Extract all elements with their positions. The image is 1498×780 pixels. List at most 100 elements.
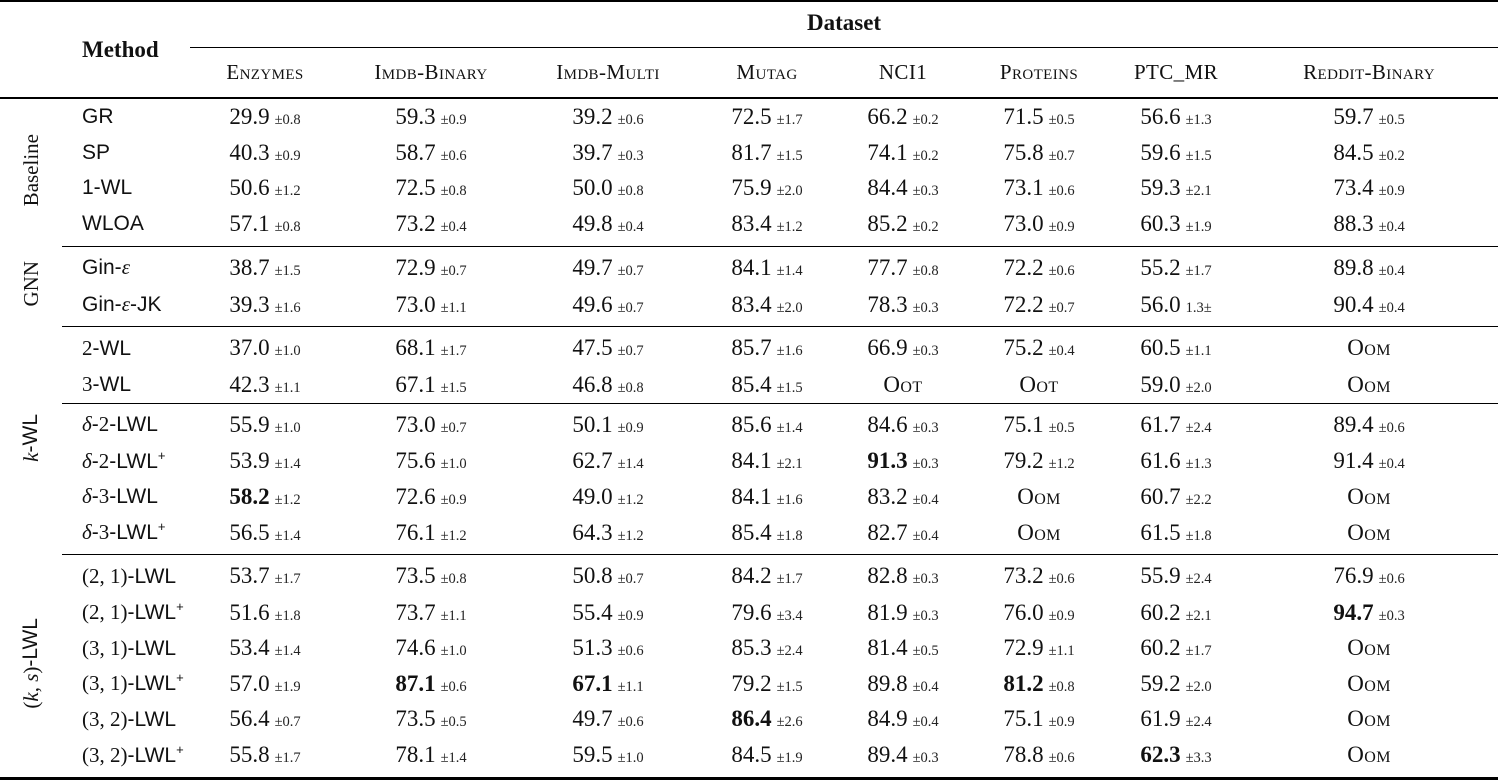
method-3-lwl: δ-3-LWL (82, 484, 158, 509)
stddev-value: ±1.2 (1048, 456, 1075, 473)
status-value: Oot (1019, 371, 1059, 397)
stddev-value: ±1.1 (1185, 343, 1212, 360)
accuracy-value: 85.3 (731, 635, 772, 661)
method-gr: GR (82, 104, 114, 128)
stddev-value: ±0.9 (1048, 714, 1075, 730)
cell-wloa-reddit-binary: 88.3 ±0.4 (1240, 206, 1498, 246)
cell-3-lwl-reddit-binary: Oom (1240, 479, 1498, 514)
accuracy-value: 73.4 (1333, 175, 1374, 201)
stddev-value: ±0.4 (440, 219, 467, 236)
stddev-value: ±1.5 (776, 147, 803, 164)
accuracy-value: 51.6 (229, 599, 270, 625)
accuracy-value: 78.3 (867, 291, 908, 317)
cell-sp-proteins: 75.8 ±0.7 (966, 135, 1112, 170)
dataset-header-mutag: Mutag (694, 47, 840, 99)
cell-3-1-lwl-proteins: 72.9 ±1.1 (966, 630, 1112, 665)
cell-2-lwl-nci1: 91.3 ±0.3 (840, 443, 966, 478)
stddev-value: ±0.5 (1378, 111, 1405, 128)
accuracy-value: 89.4 (1333, 411, 1374, 437)
stddev-value: ±0.4 (1378, 299, 1405, 316)
stddev-value: ±2.0 (1185, 379, 1212, 396)
cell-3-lwl-ptc-mr: 60.7 ±2.2 (1112, 479, 1240, 514)
table-row-3-lwl: δ-3-LWL+ 56.5 ±1.4 76.1 ±1.2 64.3 ±1.2 85.4 ±1.8… (0, 514, 1498, 554)
status-value: Oom (1017, 483, 1061, 509)
accuracy-value: 73.0 (395, 291, 436, 317)
stddev-value: ±0.8 (440, 183, 467, 200)
cell-3-2-lwl-enzymes: 56.4 ±0.7 (190, 701, 340, 736)
stddev-value: ±0.3 (912, 750, 939, 767)
stddev-value: ±1.2 (617, 491, 644, 508)
cell-sp-enzymes: 40.3 ±0.9 (190, 135, 340, 170)
cell-sp-reddit-binary: 84.5 ±0.2 (1240, 135, 1498, 170)
accuracy-value: 37.0 (229, 335, 270, 361)
stddev-value: ±2.0 (776, 299, 803, 316)
stddev-value: ±0.6 (1048, 750, 1075, 767)
cell-gr-imdb-multi: 39.2 ±0.6 (522, 98, 694, 135)
cell-2-lwl-proteins: 75.1 ±0.5 (966, 402, 1112, 444)
stddev-value: ±2.1 (1185, 607, 1212, 624)
stddev-value: ±0.3 (912, 456, 939, 473)
cell-wloa-imdb-multi: 49.8 ±0.4 (522, 206, 694, 246)
cell-3-lwl-enzymes: 56.5 ±1.4 (190, 514, 340, 554)
stddev-value: ±0.7 (617, 571, 644, 588)
stddev-value: ±0.7 (617, 262, 644, 279)
accuracy-value: 56.6 (1140, 103, 1181, 129)
stddev-value: ±2.4 (776, 643, 803, 660)
cell-3-1-lwl-imdb-multi: 67.1 ±1.1 (522, 666, 694, 701)
table-row-2-lwl: δ-2-LWL 55.9 ±1.0 73.0 ±0.7 50.1 ±0.9 85.6 ±1.4 8… (0, 402, 1498, 444)
stddev-value: ±0.5 (1048, 111, 1075, 128)
stddev-value: ±1.6 (776, 491, 803, 508)
stddev-value: ±0.2 (912, 219, 939, 236)
status-value: Oom (1347, 335, 1391, 361)
accuracy-value: 86.4 (731, 706, 772, 731)
accuracy-value: 84.1 (731, 483, 772, 509)
stddev-value: ±1.4 (617, 456, 644, 473)
cell-gin-jk-nci1: 78.3 ±0.3 (840, 286, 966, 326)
stddev-value: ±0.7 (617, 343, 644, 360)
cell-2-lwl-enzymes: 53.9 ±1.4 (190, 443, 340, 478)
stddev-value: ±0.3 (912, 419, 939, 436)
accuracy-value: 73.5 (395, 706, 436, 731)
cell-2-lwl-enzymes: 55.9 ±1.0 (190, 402, 340, 444)
accuracy-value: 82.7 (867, 519, 908, 545)
stddev-value: ±2.4 (1185, 714, 1212, 730)
accuracy-value: 79.6 (731, 599, 772, 625)
method-sp: SP (82, 140, 111, 164)
stddev-value: ±1.3 (1185, 456, 1212, 473)
stddev-value: ±0.6 (1048, 183, 1075, 200)
stddev-value: ±0.4 (912, 491, 939, 508)
accuracy-value: 76.1 (395, 519, 436, 545)
method-column-header: Method (62, 1, 190, 99)
cell-3-1-lwl-mutag: 85.3 ±2.4 (694, 630, 840, 665)
cell-3-1-lwl-reddit-binary: Oom (1240, 666, 1498, 701)
accuracy-value: 85.4 (731, 519, 772, 545)
cell-1-wl-nci1: 84.4 ±0.3 (840, 170, 966, 205)
stddev-value: ±2.2 (1185, 491, 1212, 508)
accuracy-value: 89.8 (867, 670, 908, 696)
stddev-value: ±0.3 (912, 343, 939, 360)
cell-3-wl-mutag: 85.4 ±1.5 (694, 367, 840, 403)
cell-2-lwl-ptc-mr: 61.7 ±2.4 (1112, 402, 1240, 444)
cell-gin-reddit-binary: 89.8 ±0.4 (1240, 245, 1498, 287)
accuracy-value: 75.6 (395, 448, 436, 474)
stddev-value: ±0.4 (912, 527, 939, 544)
accuracy-value: 56.4 (229, 706, 270, 731)
cell-gin-imdb-binary: 72.9 ±0.7 (340, 245, 522, 287)
accuracy-value: 75.1 (1003, 706, 1044, 731)
accuracy-value: 39.2 (572, 103, 613, 129)
stddev-value: ±0.7 (1048, 299, 1075, 316)
accuracy-value: 91.4 (1333, 448, 1374, 474)
method-3-lwl: δ-3-LWL+ (82, 519, 166, 545)
cell-3-1-lwl-enzymes: 57.0 ±1.9 (190, 666, 340, 701)
cell-3-1-lwl-nci1: 89.8 ±0.4 (840, 666, 966, 701)
stddev-value: ±0.3 (912, 299, 939, 316)
stddev-value: ±0.6 (1048, 262, 1075, 279)
accuracy-value: 73.0 (1003, 211, 1044, 237)
accuracy-value: 88.3 (1333, 211, 1374, 237)
cell-2-wl-imdb-binary: 68.1 ±1.7 (340, 326, 522, 367)
stddev-value: ±2.4 (1185, 419, 1212, 436)
stddev-value: ±0.8 (1048, 678, 1075, 695)
stddev-value: ±0.6 (1378, 571, 1405, 588)
accuracy-value: 76.0 (1003, 599, 1044, 625)
cell-gr-ptc-mr: 56.6 ±1.3 (1112, 98, 1240, 135)
